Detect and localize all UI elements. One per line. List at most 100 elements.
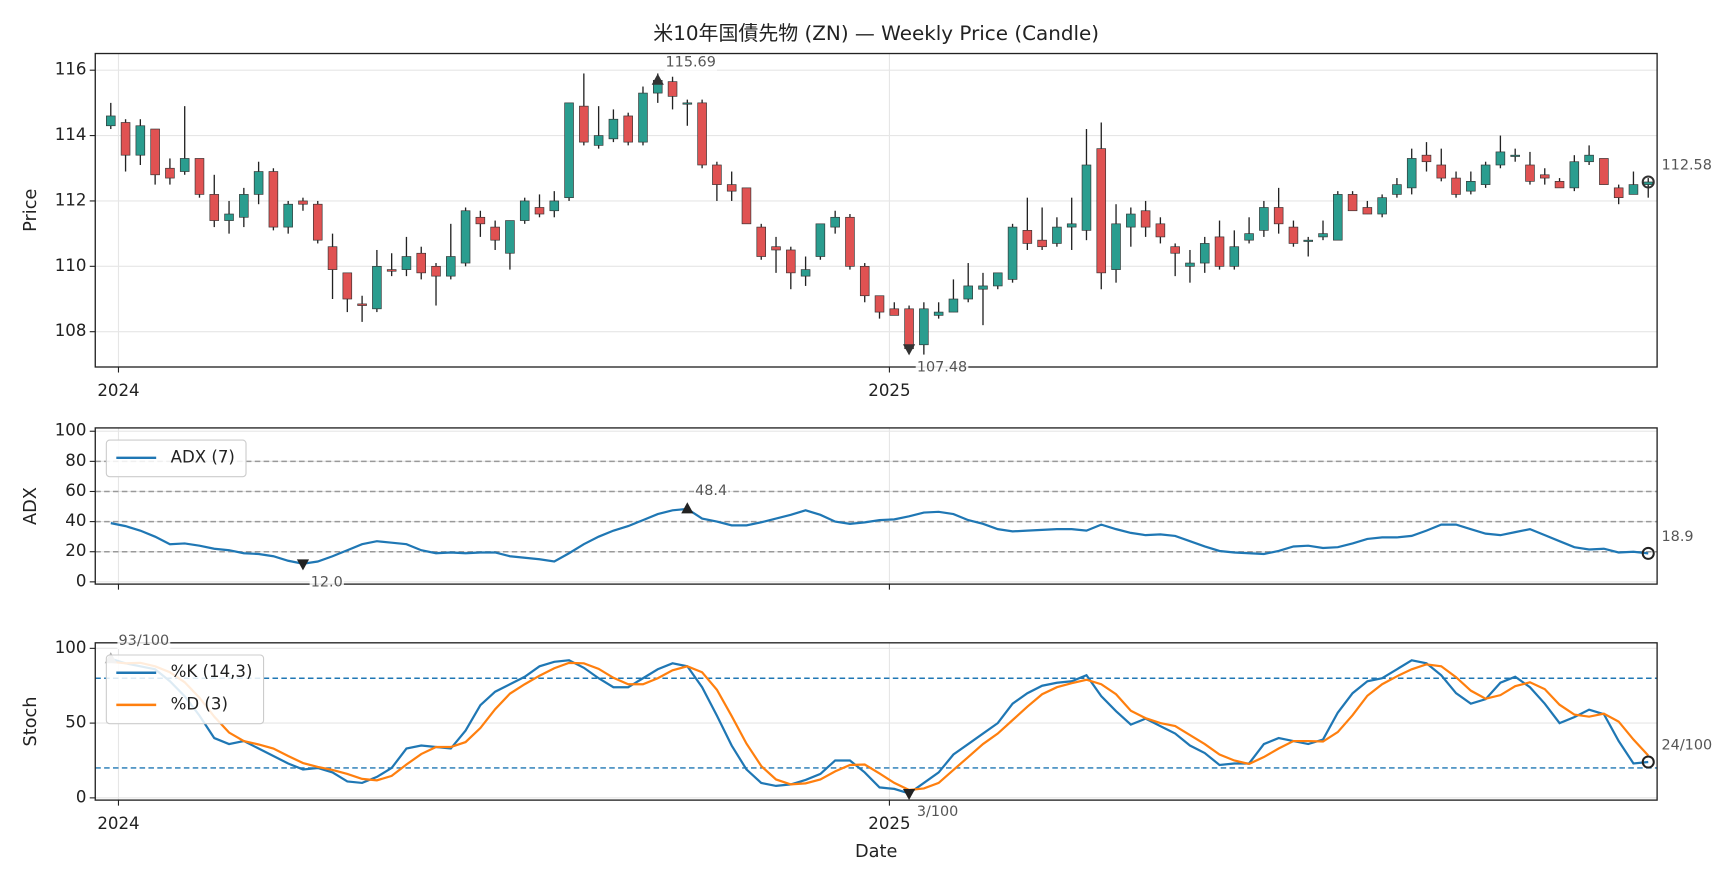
y-tick-label: 0 bbox=[76, 787, 87, 806]
candle-body bbox=[978, 285, 988, 290]
candle-body bbox=[667, 81, 678, 97]
legend-label: %D (3) bbox=[171, 694, 228, 713]
marker bbox=[1641, 175, 1655, 189]
annotation-label: 115.69 bbox=[666, 55, 716, 71]
candle-body bbox=[1347, 194, 1358, 212]
candle-body bbox=[209, 194, 220, 221]
legend-label: %K (14,3) bbox=[171, 662, 253, 681]
candle-body bbox=[1584, 154, 1594, 163]
y-tick-label: 100 bbox=[55, 421, 87, 440]
candle-body bbox=[1628, 184, 1639, 195]
candle-body bbox=[1244, 233, 1254, 241]
candle-body bbox=[1155, 223, 1166, 238]
marker bbox=[296, 559, 310, 571]
annotation-label: 93/100 bbox=[119, 633, 170, 649]
candle-body bbox=[1421, 154, 1432, 163]
candle-body bbox=[1007, 226, 1018, 280]
candle-body bbox=[993, 272, 1003, 287]
candle-body bbox=[1229, 246, 1240, 267]
candle-body bbox=[1362, 207, 1373, 215]
candle-body bbox=[1377, 197, 1387, 215]
candle-body bbox=[800, 269, 811, 277]
x-tick-label: 2025 bbox=[868, 381, 910, 400]
y-tick-label: 110 bbox=[55, 256, 87, 275]
candle-body bbox=[431, 265, 441, 277]
candle-body bbox=[106, 115, 116, 127]
y-tick-label: 50 bbox=[65, 713, 86, 732]
y-tick-label: 114 bbox=[55, 125, 87, 144]
marker bbox=[651, 73, 664, 85]
line-series bbox=[110, 657, 1649, 795]
candle-body bbox=[1259, 207, 1269, 231]
candle-body bbox=[1170, 246, 1180, 254]
candle-body bbox=[889, 308, 900, 316]
candle-body bbox=[1111, 223, 1121, 270]
candle-body bbox=[416, 252, 426, 274]
candle-body bbox=[298, 200, 308, 205]
candle-body bbox=[1022, 230, 1033, 244]
candle-body bbox=[1288, 226, 1299, 244]
plot-frame bbox=[94, 52, 1658, 368]
panel: 0 20 40 60 80 100 48.4 12.0 18.9 ADX (7) ADX bbox=[21, 421, 1695, 591]
marker bbox=[902, 788, 916, 801]
candle-body bbox=[1436, 164, 1447, 179]
candle-body bbox=[1303, 239, 1313, 242]
candle-body bbox=[845, 216, 855, 267]
candle-body bbox=[446, 256, 456, 277]
candle-body bbox=[608, 118, 619, 140]
y-tick-label: 60 bbox=[65, 481, 86, 500]
annotation-background bbox=[1660, 528, 1695, 545]
legend-label: ADX (7) bbox=[171, 447, 235, 466]
candle-body bbox=[1273, 207, 1284, 225]
line-series bbox=[110, 660, 1650, 792]
annotation-label: 24/100 bbox=[1662, 737, 1713, 753]
legend: ADX (7) bbox=[105, 439, 247, 478]
candle-body bbox=[460, 210, 471, 264]
candle-body bbox=[1140, 210, 1151, 228]
candle-body bbox=[1081, 164, 1092, 231]
candle-body bbox=[519, 200, 530, 221]
candle-body bbox=[919, 308, 929, 346]
marker bbox=[902, 344, 916, 356]
panel: 108 110 112 114 116 2024 2025 115.69 107.48 112.5… bbox=[21, 22, 1713, 400]
candle-body bbox=[1052, 226, 1062, 244]
candle-body bbox=[372, 265, 382, 310]
annotation-label: 112.58 bbox=[1662, 157, 1712, 173]
marker bbox=[1641, 755, 1655, 769]
candle-body bbox=[1096, 148, 1107, 274]
annotation-background bbox=[693, 483, 729, 500]
candle-body bbox=[1613, 187, 1624, 199]
candle-body bbox=[312, 203, 323, 241]
candle-body bbox=[342, 272, 353, 300]
candle-body bbox=[1525, 164, 1535, 182]
candle-body bbox=[786, 249, 796, 274]
annotation-background bbox=[117, 633, 171, 650]
candle-body bbox=[1569, 161, 1580, 189]
candle-body bbox=[1451, 177, 1461, 195]
plot-frame bbox=[94, 642, 1658, 801]
legend: %K (14,3) %D (3) bbox=[105, 654, 265, 725]
x-axis-label: Date bbox=[855, 842, 897, 862]
candle-body bbox=[194, 158, 205, 195]
candle-body bbox=[1199, 243, 1210, 264]
candle-body bbox=[239, 194, 249, 218]
candle-body bbox=[505, 220, 515, 254]
candle-body bbox=[1599, 158, 1609, 185]
y-tick-label: 80 bbox=[65, 451, 86, 470]
annotation-label: 12.0 bbox=[311, 575, 343, 591]
plot-frame bbox=[94, 427, 1658, 585]
candle-body bbox=[179, 158, 190, 172]
candle-body bbox=[327, 246, 338, 270]
candle-body bbox=[357, 303, 367, 306]
y-tick-label: 116 bbox=[55, 60, 87, 79]
annotation-background bbox=[309, 574, 344, 591]
candle-body bbox=[490, 226, 500, 241]
line-series bbox=[110, 507, 1649, 565]
annotation-background bbox=[1660, 157, 1713, 174]
annotation-label: 48.4 bbox=[695, 483, 727, 499]
candle-body bbox=[1643, 181, 1654, 185]
y-axis-label: ADX bbox=[21, 487, 41, 525]
candle-body bbox=[697, 102, 707, 166]
y-tick-label: 108 bbox=[55, 321, 87, 340]
candle-body bbox=[268, 171, 279, 228]
